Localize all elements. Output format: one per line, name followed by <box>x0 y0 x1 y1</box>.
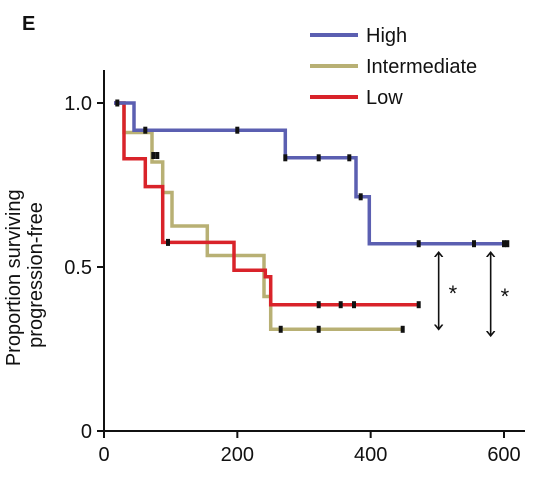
legend-label-high: High <box>366 25 407 47</box>
censor-mark-high-0 <box>115 99 120 107</box>
panel-label: E <box>22 13 35 35</box>
censor-mark-low-3 <box>352 301 356 309</box>
series-line-intermediate <box>114 101 403 332</box>
censor-mark-intermediate-2 <box>278 325 283 333</box>
censor-marks <box>115 99 510 333</box>
censor-mark-low-4 <box>416 301 421 309</box>
censor-mark-high-1 <box>143 126 148 134</box>
censor-mark-high-8 <box>472 240 476 248</box>
censor-mark-high-10 <box>505 240 510 248</box>
censor-mark-high-5 <box>347 154 352 162</box>
significance-star-2: * <box>501 284 510 309</box>
y-axis-ticks: 0 0.5 1.0 <box>64 93 104 443</box>
censor-mark-low-1 <box>316 301 321 309</box>
series-line-low <box>114 101 419 307</box>
censor-mark-high-4 <box>316 154 321 162</box>
censor-mark-high-6 <box>358 193 363 201</box>
y-axis-title-line-1: Proportion surviving <box>3 189 25 366</box>
x-axis-ticks: 0 200 400 600 <box>98 431 521 466</box>
y-tick-label-0.5: 0.5 <box>64 257 92 279</box>
censor-mark-high-3 <box>283 154 288 162</box>
censor-mark-high-9 <box>502 240 506 248</box>
legend-label-low: Low <box>366 87 403 109</box>
censor-mark-low-0 <box>166 238 170 246</box>
legend-label-intermediate: Intermediate <box>366 56 477 78</box>
significance-star-1: * <box>449 281 458 306</box>
y-axis-title-line-2: progression-free <box>25 202 47 348</box>
legend: High Intermediate Low <box>310 25 477 109</box>
significance-annotations: * * <box>439 252 510 336</box>
censor-mark-high-7 <box>416 240 421 248</box>
x-tick-label-200: 200 <box>221 444 254 466</box>
censor-mark-intermediate-3 <box>316 325 321 333</box>
censor-mark-low-2 <box>338 301 343 309</box>
censor-mark-high-2 <box>235 126 240 134</box>
censor-mark-intermediate-4 <box>400 325 405 333</box>
y-tick-label-0: 0 <box>81 421 92 443</box>
censor-mark-intermediate-1 <box>155 152 160 159</box>
censor-mark-intermediate-0 <box>151 152 156 159</box>
x-tick-label-0: 0 <box>98 444 109 466</box>
y-tick-label-1: 1.0 <box>64 93 92 115</box>
y-axis-title: Proportion surviving progression-free <box>3 184 47 366</box>
x-tick-label-600: 600 <box>487 444 520 466</box>
x-tick-label-400: 400 <box>354 444 387 466</box>
